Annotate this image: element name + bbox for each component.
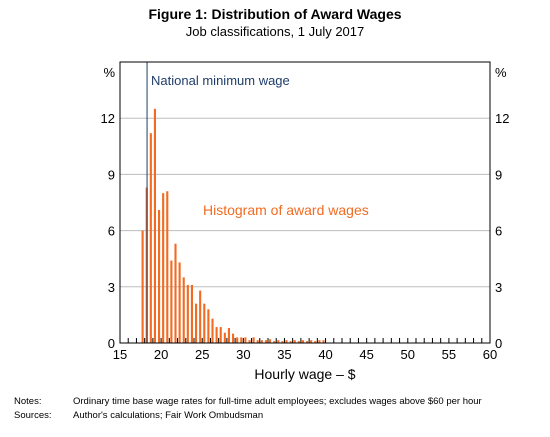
bar-2 (149, 133, 152, 343)
bar-10 (182, 277, 185, 343)
plot-frame (119, 61, 491, 344)
bar-0 (141, 230, 144, 343)
y-tick-label-right-0: 0 (495, 336, 502, 351)
x-axis-label: Hourly wage – $ (254, 366, 355, 382)
bar-38 (297, 341, 300, 343)
gridlines (120, 117, 490, 288)
bar-31 (269, 339, 272, 343)
y-tick-label-left-9: 9 (108, 167, 115, 182)
bar-21 (227, 328, 230, 343)
bar-28 (256, 340, 259, 343)
x-tick-label-30: 30 (236, 347, 250, 362)
series-label: Histogram of award wages (203, 202, 369, 218)
y-tick-label-left-12: 12 (101, 111, 115, 126)
bar-4 (158, 209, 161, 343)
x-tick-label-35: 35 (277, 347, 291, 362)
bar-6 (166, 191, 169, 343)
bar-43 (318, 340, 321, 343)
y-tick-label-right-9: 9 (495, 167, 502, 182)
minimum-wage-label: National minimum wage (151, 73, 290, 88)
chart-subtitle: Job classifications, 1 July 2017 (185, 24, 365, 39)
y-tick-label-left-0: 0 (108, 336, 115, 351)
y-unit-left: % (103, 65, 115, 80)
bar-23 (236, 337, 239, 343)
bars (141, 108, 325, 343)
x-tick-label-25: 25 (195, 347, 209, 362)
chart-title: Figure 1: Distribution of Award Wages (148, 6, 402, 22)
bar-17 (211, 318, 214, 343)
sources-label: Sources: (14, 410, 52, 421)
bar-29 (260, 340, 263, 343)
bar-18 (215, 327, 218, 343)
bar-8 (174, 243, 177, 343)
bar-11 (186, 284, 189, 343)
notes-label: Notes: (14, 396, 42, 407)
bar-26 (248, 340, 251, 343)
chart-notes: Notes: Ordinary time base wage rates for… (14, 395, 482, 423)
bar-32 (273, 341, 276, 343)
bar-39 (301, 340, 304, 343)
bar-37 (293, 340, 296, 343)
bar-9 (178, 262, 181, 343)
bar-35 (285, 340, 288, 343)
bar-24 (240, 337, 243, 343)
bar-36 (289, 341, 292, 343)
bar-15 (203, 303, 206, 343)
bar-33 (277, 340, 280, 343)
bar-34 (281, 341, 284, 343)
bar-5 (162, 193, 165, 343)
bar-40 (306, 341, 309, 343)
histogram-chart: National minimum wage Histogram of award … (101, 61, 510, 382)
bar-16 (207, 309, 210, 343)
x-tick-label-40: 40 (318, 347, 332, 362)
y-tick-label-left-6: 6 (108, 224, 115, 239)
y-tick-label-right-3: 3 (495, 280, 502, 295)
bar-44 (322, 340, 325, 343)
x-tick-label-55: 55 (442, 347, 456, 362)
bar-41 (310, 340, 313, 343)
x-tick-label-20: 20 (154, 347, 168, 362)
bar-3 (153, 108, 156, 343)
bar-14 (199, 290, 202, 343)
bar-25 (244, 337, 247, 343)
y-unit-right: % (495, 65, 507, 80)
x-tick-label-60: 60 (483, 347, 497, 362)
bar-42 (314, 341, 317, 343)
sources-text: Author's calculations; Fair Work Ombudsm… (73, 410, 264, 421)
bar-7 (170, 260, 173, 343)
bar-19 (219, 327, 222, 343)
y-tick-label-left-3: 3 (108, 280, 115, 295)
x-tick-label-45: 45 (359, 347, 373, 362)
bar-22 (232, 333, 235, 343)
bar-12 (190, 284, 193, 343)
x-tick-label-50: 50 (401, 347, 415, 362)
labels: National minimum wage Histogram of award … (101, 65, 510, 382)
bar-27 (252, 337, 255, 343)
axes (119, 61, 491, 344)
y-tick-label-right-6: 6 (495, 224, 502, 239)
bar-30 (264, 340, 267, 343)
bar-20 (223, 332, 226, 343)
bar-13 (195, 303, 198, 343)
notes-text: Ordinary time base wage rates for full-t… (73, 396, 482, 407)
x-tick-label-15: 15 (113, 347, 127, 362)
y-tick-label-right-12: 12 (495, 111, 509, 126)
